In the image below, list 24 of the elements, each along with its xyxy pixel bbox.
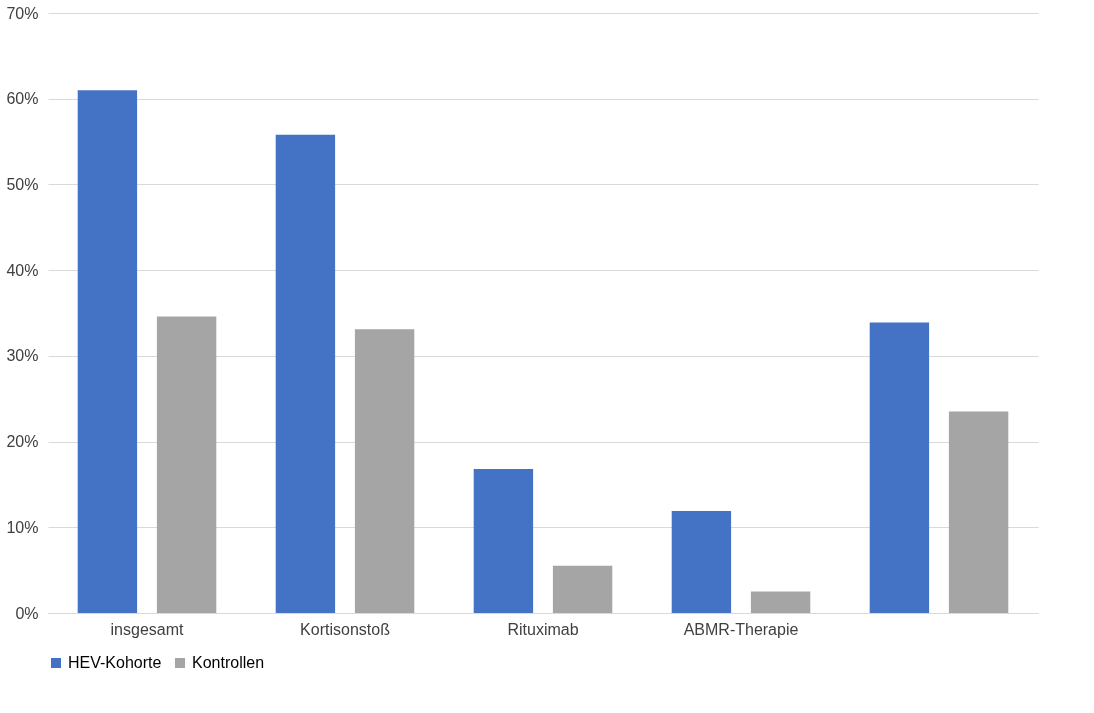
x-tick-label: insgesamt (110, 620, 185, 638)
bar (552, 565, 613, 613)
y-tick-label: 0% (15, 604, 39, 622)
y-tick-label: 50% (6, 175, 39, 193)
bar (671, 511, 732, 613)
bar (354, 329, 415, 613)
legend-label: Kontrollen (192, 654, 265, 671)
y-tick-label: 70% (6, 4, 39, 22)
y-tick-label: 20% (6, 433, 39, 451)
y-tick-label: 40% (6, 261, 39, 279)
y-tick-label: 30% (6, 347, 39, 365)
y-tick-label: 10% (6, 518, 39, 536)
bar (948, 411, 1009, 613)
legend-label: HEV-Kohorte (68, 654, 162, 671)
x-tick-label: ABMR-Therapie (683, 620, 799, 638)
x-tick-label: Kortisonstoß (300, 620, 391, 638)
bar (275, 134, 336, 613)
bar (750, 591, 811, 613)
x-tick-label: Rituximab (507, 620, 579, 638)
bar (473, 469, 534, 613)
y-tick-label: 60% (6, 90, 39, 108)
bar (77, 90, 138, 613)
bar (869, 322, 930, 613)
bar (156, 316, 217, 613)
